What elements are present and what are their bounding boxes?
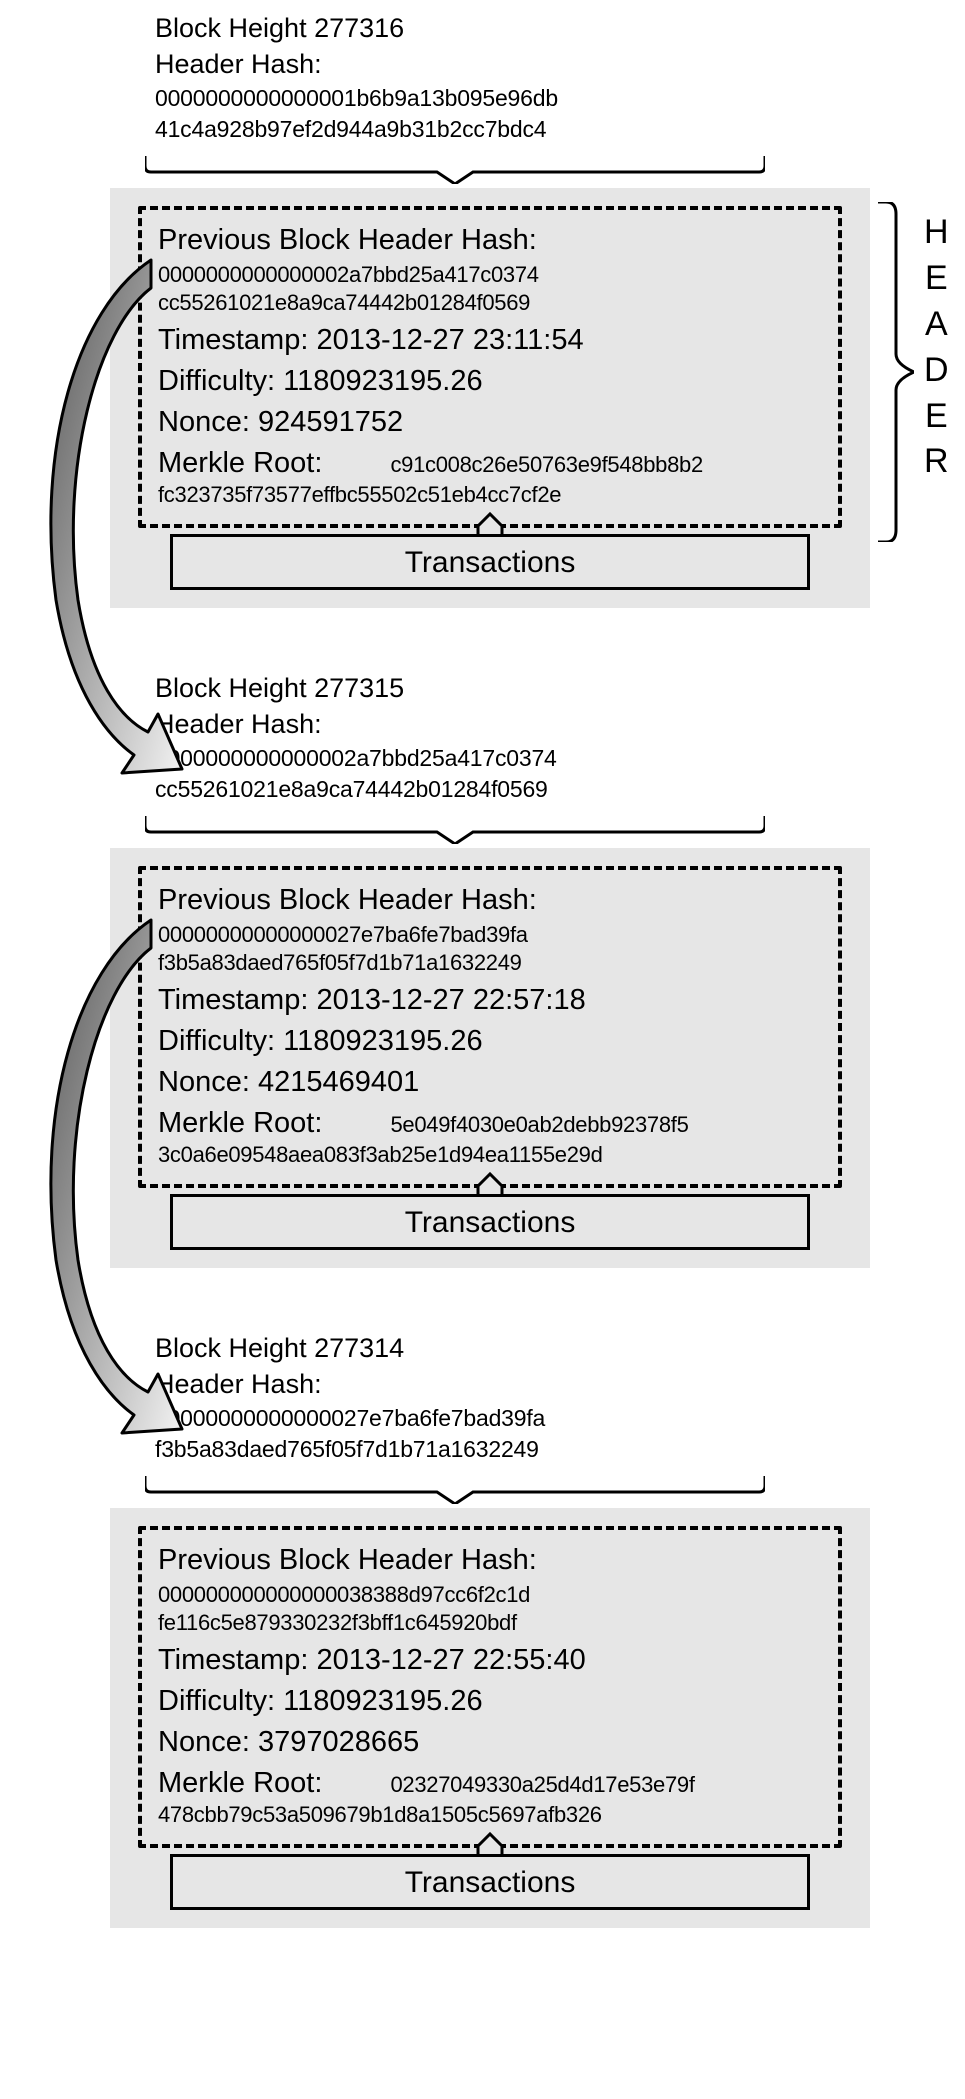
timestamp-field: Timestamp: 2013-12-27 23:11:54 (158, 324, 822, 357)
nonce-field: Nonce: 4215469401 (158, 1066, 822, 1099)
block-height: Block Height 277314 (155, 1330, 715, 1366)
header-hash-label: Header Hash: (155, 1366, 715, 1402)
prev-hash-value: fe116c5e879330232f3bff1c645920bdf (158, 1609, 822, 1637)
block-header-box: Previous Block Header Hash: 000000000000… (138, 206, 842, 528)
merkle-root-value: 478cbb79c53a509679b1d8a1505c5697afb326 (158, 1802, 822, 1828)
bracket-down-icon (145, 1476, 765, 1504)
transactions-box: Transactions (170, 534, 810, 590)
block-box-277316: Previous Block Header Hash: 000000000000… (110, 188, 870, 608)
difficulty-field: Difficulty: 1180923195.26 (158, 1685, 822, 1718)
brace-right-icon (878, 202, 914, 542)
block-box-277315: Previous Block Header Hash: 000000000000… (110, 848, 870, 1268)
header-hash-value: 0000000000000002a7bbd25a417c0374 (155, 743, 715, 774)
header-hash-value: 41c4a928b97ef2d944a9b31b2cc7bdc4 (155, 114, 715, 145)
prev-hash-label: Previous Block Header Hash: (158, 224, 822, 257)
header-hash-value: f3b5a83daed765f05f7d1b71a1632249 (155, 1434, 715, 1465)
prev-hash-value: f3b5a83daed765f05f7d1b71a1632249 (158, 949, 822, 977)
block-header-box: Previous Block Header Hash: 000000000000… (138, 1526, 842, 1848)
bracket-down-icon (145, 816, 765, 844)
block-header-box: Previous Block Header Hash: 000000000000… (138, 866, 842, 1188)
block-label-277315: Block Height 277315 Header Hash: 0000000… (155, 670, 715, 805)
transactions-box: Transactions (170, 1194, 810, 1250)
prev-hash-label: Previous Block Header Hash: (158, 884, 822, 917)
difficulty-field: Difficulty: 1180923195.26 (158, 365, 822, 398)
difficulty-field: Difficulty: 1180923195.26 (158, 1025, 822, 1058)
block-height: Block Height 277316 (155, 10, 715, 46)
merkle-root-field: Merkle Root: c91c008c26e50763e9f548bb8b2 (158, 447, 822, 480)
transactions-box: Transactions (170, 1854, 810, 1910)
header-annotation: HEADER (924, 210, 950, 485)
timestamp-field: Timestamp: 2013-12-27 22:55:40 (158, 1644, 822, 1677)
header-hash-value: 0000000000000001b6b9a13b095e96db (155, 83, 715, 114)
prev-hash-value: 00000000000000027e7ba6fe7bad39fa (158, 921, 822, 949)
prev-hash-value: 000000000000000038388d97cc6f2c1d (158, 1581, 822, 1609)
nonce-field: Nonce: 3797028665 (158, 1726, 822, 1759)
block-label-277314: Block Height 277314 Header Hash: 0000000… (155, 1330, 715, 1465)
header-hash-label: Header Hash: (155, 46, 715, 82)
nonce-field: Nonce: 924591752 (158, 406, 822, 439)
merkle-root-field: Merkle Root: 02327049330a25d4d17e53e79f (158, 1767, 822, 1800)
bracket-down-icon (145, 156, 765, 184)
prev-hash-value: cc55261021e8a9ca74442b01284f0569 (158, 289, 822, 317)
block-label-277316: Block Height 277316 Header Hash: 0000000… (155, 10, 715, 145)
blockchain-diagram: Block Height 277316 Header Hash: 0000000… (0, 0, 965, 2099)
header-hash-value: cc55261021e8a9ca74442b01284f0569 (155, 774, 715, 805)
merkle-root-value: 3c0a6e09548aea083f3ab25e1d94ea1155e29d (158, 1142, 822, 1168)
prev-hash-label: Previous Block Header Hash: (158, 1544, 822, 1577)
block-box-277314: Previous Block Header Hash: 000000000000… (110, 1508, 870, 1928)
merkle-root-value: fc323735f73577effbc55502c51eb4cc7cf2e (158, 482, 822, 508)
header-hash-value: 00000000000000027e7ba6fe7bad39fa (155, 1403, 715, 1434)
block-height: Block Height 277315 (155, 670, 715, 706)
prev-hash-value: 0000000000000002a7bbd25a417c0374 (158, 261, 822, 289)
header-hash-label: Header Hash: (155, 706, 715, 742)
merkle-root-field: Merkle Root: 5e049f4030e0ab2debb92378f5 (158, 1107, 822, 1140)
timestamp-field: Timestamp: 2013-12-27 22:57:18 (158, 984, 822, 1017)
